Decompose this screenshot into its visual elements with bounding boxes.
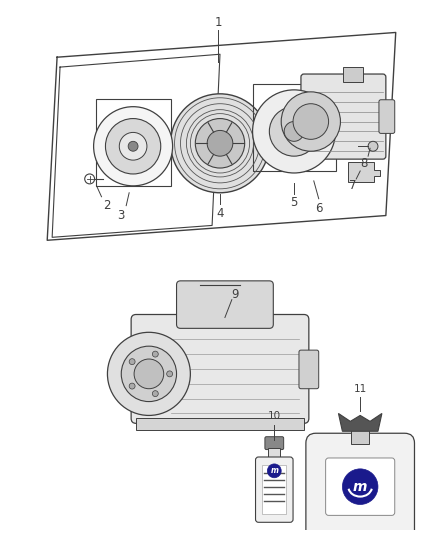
FancyBboxPatch shape <box>325 458 395 515</box>
Bar <box>343 67 363 82</box>
Text: 9: 9 <box>231 288 239 301</box>
Circle shape <box>253 90 336 173</box>
Polygon shape <box>339 414 382 431</box>
Text: 11: 11 <box>353 384 367 394</box>
Circle shape <box>94 107 173 186</box>
FancyBboxPatch shape <box>306 433 414 533</box>
Circle shape <box>121 346 177 401</box>
Circle shape <box>128 141 138 151</box>
Bar <box>136 418 304 430</box>
FancyBboxPatch shape <box>299 350 319 389</box>
Bar <box>351 430 369 444</box>
Bar <box>95 99 171 186</box>
Circle shape <box>152 391 158 397</box>
Text: 10: 10 <box>268 411 281 422</box>
FancyBboxPatch shape <box>301 74 386 159</box>
Circle shape <box>281 92 340 151</box>
Circle shape <box>171 94 269 193</box>
Circle shape <box>284 122 304 141</box>
Text: 3: 3 <box>117 209 125 222</box>
Circle shape <box>129 359 135 365</box>
Circle shape <box>129 383 135 389</box>
Text: m: m <box>353 480 367 494</box>
Text: 8: 8 <box>360 157 368 169</box>
FancyBboxPatch shape <box>177 281 273 328</box>
Circle shape <box>207 131 233 156</box>
Text: m: m <box>270 466 278 475</box>
Circle shape <box>269 107 319 156</box>
Bar <box>262 465 286 514</box>
Polygon shape <box>348 162 380 182</box>
Circle shape <box>106 118 161 174</box>
Text: 4: 4 <box>216 207 224 220</box>
Text: 5: 5 <box>290 196 298 209</box>
FancyBboxPatch shape <box>131 314 309 423</box>
Circle shape <box>343 469 378 505</box>
FancyBboxPatch shape <box>265 437 284 449</box>
Circle shape <box>267 464 281 478</box>
FancyBboxPatch shape <box>255 457 293 522</box>
Circle shape <box>152 351 158 357</box>
Circle shape <box>107 332 191 415</box>
Text: 7: 7 <box>349 179 356 192</box>
Circle shape <box>119 132 147 160</box>
Circle shape <box>134 359 164 389</box>
Bar <box>268 448 280 460</box>
Text: 2: 2 <box>102 199 110 212</box>
Bar <box>253 84 336 171</box>
Circle shape <box>293 104 328 139</box>
FancyBboxPatch shape <box>379 100 395 133</box>
Circle shape <box>368 141 378 151</box>
Circle shape <box>167 371 173 377</box>
Text: 1: 1 <box>214 16 222 29</box>
Text: 6: 6 <box>315 202 322 215</box>
Circle shape <box>195 118 245 168</box>
